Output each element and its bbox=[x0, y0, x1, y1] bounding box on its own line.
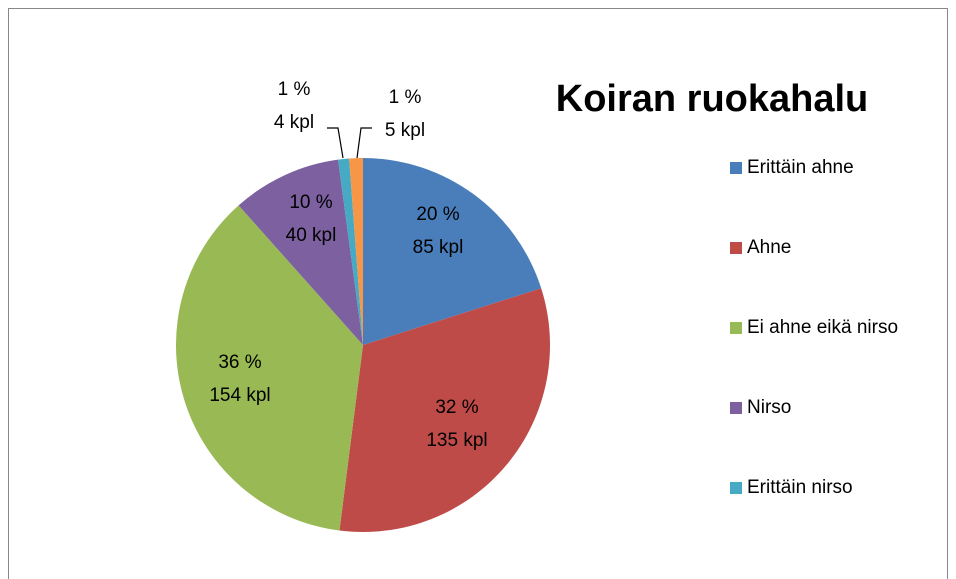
chart-title: Koiran ruokahalu bbox=[556, 78, 869, 120]
data-label: 4 kpl bbox=[274, 112, 314, 133]
legend-label: Nirso bbox=[747, 397, 791, 418]
data-label: 85 kpl bbox=[413, 237, 464, 258]
pie-slice bbox=[338, 158, 363, 345]
leader-line bbox=[356, 127, 372, 159]
data-label: 154 kpl bbox=[209, 385, 270, 406]
legend-swatch bbox=[730, 242, 742, 254]
legend-label: Erittäin nirso bbox=[747, 477, 853, 498]
legend-label: Ahne bbox=[747, 237, 791, 258]
data-label: 5 kpl bbox=[385, 120, 425, 141]
legend-swatch bbox=[730, 322, 742, 334]
pie-slice bbox=[339, 288, 550, 532]
percentage-label: 10 % bbox=[289, 192, 332, 213]
data-label: 40 kpl bbox=[286, 225, 337, 246]
pie-slice bbox=[363, 158, 542, 345]
percentage-label: 32 % bbox=[435, 397, 478, 418]
pie-slice bbox=[238, 159, 363, 345]
percentage-label: 1 % bbox=[389, 87, 422, 108]
legend-swatch bbox=[730, 162, 742, 174]
legend-label: Erittäin ahne bbox=[747, 157, 854, 178]
legend-swatch bbox=[730, 402, 742, 414]
data-label: 135 kpl bbox=[426, 430, 487, 451]
percentage-label: 36 % bbox=[218, 352, 261, 373]
percentage-label: 20 % bbox=[416, 204, 459, 225]
percentage-label: 1 % bbox=[278, 79, 311, 100]
legend-label: Ei ahne eikä nirso bbox=[747, 317, 898, 338]
leader-line bbox=[327, 127, 344, 159]
legend-swatch bbox=[730, 482, 742, 494]
pie-slice bbox=[349, 158, 363, 345]
pie-slice bbox=[176, 205, 363, 531]
